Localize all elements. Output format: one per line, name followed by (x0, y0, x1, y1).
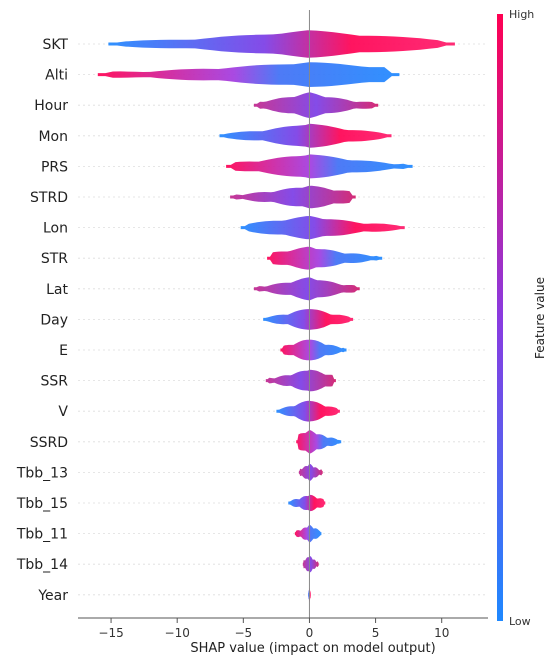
x-tick-label: −10 (165, 626, 190, 640)
violin-lat (253, 277, 360, 301)
feature-label: Tbb_11 (16, 527, 68, 543)
violin-prs (226, 154, 413, 179)
feature-label: SSRD (30, 435, 68, 451)
feature-label: Tbb_14 (16, 557, 68, 573)
feature-label: Mon (38, 129, 68, 145)
x-tick-label: −15 (98, 626, 123, 640)
feature-label: Lat (46, 282, 68, 298)
colorbar-low-label: Low (509, 615, 531, 628)
feature-label: V (58, 404, 68, 420)
violin-hour (253, 92, 379, 119)
feature-label: Lon (43, 221, 68, 237)
violin-e (280, 339, 347, 361)
violin-day (263, 309, 354, 330)
violin-tbb_13 (298, 463, 323, 482)
colorbar-title: Feature value (533, 277, 547, 359)
colorbar-high-label: High (509, 8, 534, 21)
feature-label: E (59, 343, 68, 359)
x-axis-title: SHAP value (impact on model output) (190, 641, 435, 656)
feature-label: STR (41, 251, 68, 267)
violin-tbb_11 (294, 524, 322, 543)
feature-label: Year (37, 588, 68, 604)
violin-layer: SKT Alti Hour Mon PRS STRD Lon STR Lat Day E SSR V SS… (16, 30, 455, 604)
violin-ssrd (296, 430, 342, 454)
feature-label: SSR (40, 374, 68, 390)
violin-str (267, 246, 383, 270)
violin-alti (97, 62, 400, 87)
feature-label: Alti (45, 68, 68, 84)
x-tick-label: 10 (434, 626, 449, 640)
violin-v (276, 400, 340, 422)
feature-label: STRD (30, 190, 68, 206)
feature-label: Tbb_15 (16, 496, 68, 512)
colorbar: High Low Feature value (497, 8, 547, 628)
x-tick-label: 0 (306, 626, 314, 640)
x-tick-label: 5 (372, 626, 380, 640)
violin-lon (240, 216, 405, 240)
feature-label: PRS (41, 159, 68, 175)
feature-label: SKT (42, 37, 68, 53)
violin-skt (108, 30, 455, 58)
violin-tbb_14 (302, 556, 319, 573)
x-tick-label: −5 (234, 626, 252, 640)
feature-label: Day (40, 312, 68, 328)
colorbar-gradient (497, 14, 503, 621)
violin-mon (219, 123, 392, 148)
violin-tbb_15 (288, 494, 326, 512)
violin-strd (230, 185, 356, 209)
feature-label: Hour (34, 98, 68, 114)
violin-ssr (265, 369, 336, 392)
feature-label: Tbb_13 (16, 465, 68, 481)
